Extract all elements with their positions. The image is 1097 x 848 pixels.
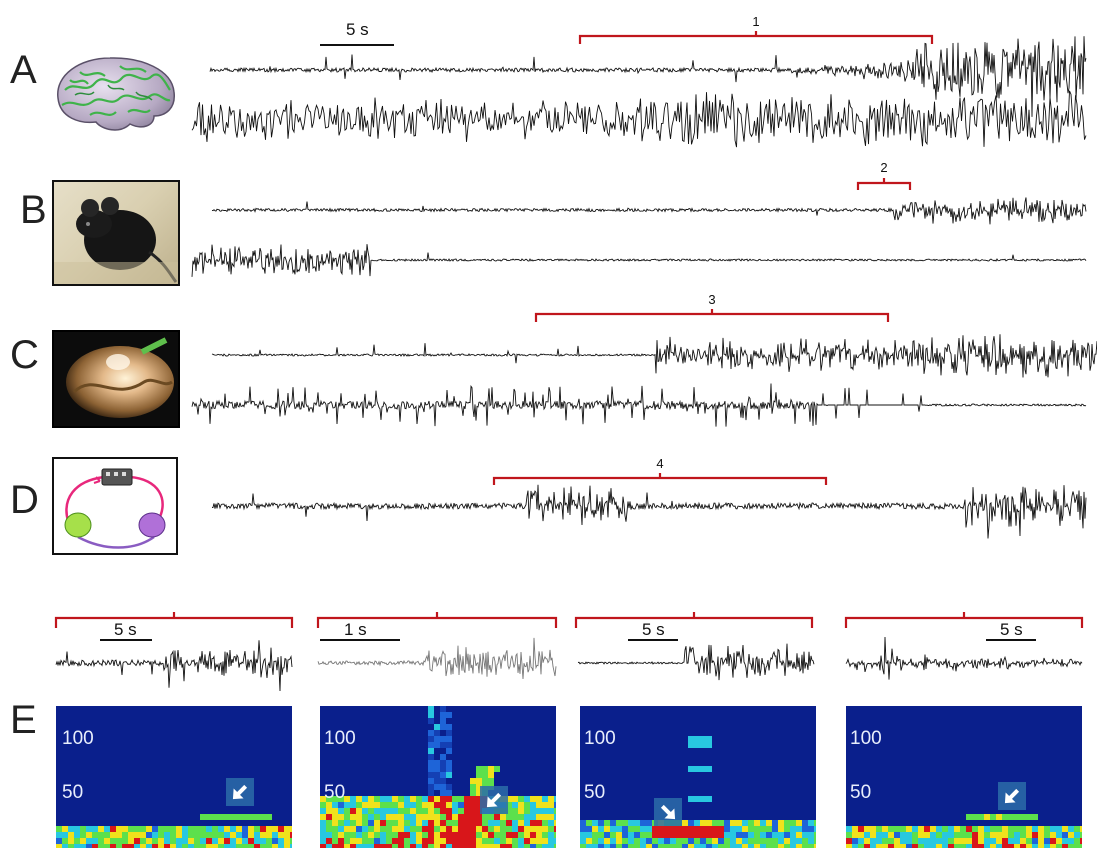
- trace-line: [211, 334, 1097, 378]
- trace-line: [211, 197, 1087, 225]
- panel-letter-b: B: [20, 188, 47, 232]
- bracket-3-number: 3: [708, 292, 716, 307]
- trace-line: [845, 636, 1083, 680]
- panel-letter-a: A: [10, 48, 37, 92]
- inset-4-scale-label: 5 s: [1000, 620, 1023, 639]
- pointer-arrow-icon: [480, 786, 508, 814]
- trace-line: [55, 640, 293, 692]
- scale-bar-line: [320, 44, 394, 46]
- panel-letter-e: E: [10, 698, 37, 742]
- spectrogram-1: 100 50: [56, 706, 292, 848]
- spectrogram-background: [846, 706, 1082, 848]
- trace-d: [211, 484, 1087, 539]
- spectrogram-4: 100 50: [846, 706, 1082, 848]
- trace-b-lower: [191, 244, 1087, 277]
- trace-b-upper: [211, 197, 1087, 225]
- inset-3-scale-bar: [628, 639, 678, 641]
- trace-c-lower: [191, 383, 1087, 427]
- trace-line: [211, 484, 1087, 539]
- spectrogram-4-label-100: 100: [850, 728, 882, 749]
- inset-2-scale-label: 1 s: [344, 620, 367, 639]
- trace-line: [191, 244, 1087, 277]
- mouse-photo: [52, 180, 180, 286]
- spectrogram-3: 100 50: [580, 706, 816, 848]
- inset-3-trace: [577, 643, 815, 681]
- spectrogram-1-label-50: 50: [62, 782, 84, 803]
- spectrogram-1-label-100: 100: [62, 728, 94, 749]
- brain-model-image: [57, 57, 175, 131]
- trace-a-lower: [191, 90, 1087, 148]
- pointer-arrow-icon: [654, 798, 682, 826]
- network-model-diagram: [52, 457, 178, 555]
- bracket-1-number: 1: [752, 14, 760, 29]
- panel-letter-c: C: [10, 333, 39, 377]
- inset-2-scale-bar: [320, 639, 400, 641]
- spectrogram-2-label-100: 100: [324, 728, 356, 749]
- scale-bar-label: 5 s: [346, 20, 369, 39]
- inset-1-scale-label: 5 s: [114, 620, 137, 639]
- inset-4-trace: [845, 636, 1083, 680]
- trace-a-upper: [209, 36, 1087, 117]
- panel-letter-d: D: [10, 478, 39, 522]
- trace-line: [577, 643, 815, 681]
- trace-line: [209, 36, 1087, 117]
- trace-line: [191, 90, 1087, 148]
- trace-c-upper: [211, 334, 1097, 378]
- spectrogram-2: 100 50: [320, 706, 556, 848]
- trace-line: [191, 383, 1087, 427]
- inset-4-scale-bar: [986, 639, 1036, 641]
- inset-2-trace: [317, 637, 557, 680]
- bracket-2-number: 2: [880, 160, 888, 175]
- inset-3-scale-label: 5 s: [642, 620, 665, 639]
- inset-1-trace: [55, 640, 293, 692]
- spectrogram-background: [56, 706, 292, 848]
- pointer-arrow-icon: [998, 782, 1026, 810]
- bracket-4-number: 4: [656, 456, 664, 471]
- slice-preparation-photo: [52, 330, 180, 428]
- spectrogram-3-label-50: 50: [584, 782, 606, 803]
- inset-1-scale-bar: [100, 639, 152, 641]
- trace-line: [317, 637, 557, 680]
- spectrogram-4-label-50: 50: [850, 782, 872, 803]
- spectrogram-3-label-100: 100: [584, 728, 616, 749]
- spectrogram-2-label-50: 50: [324, 782, 346, 803]
- pointer-arrow-icon: [226, 778, 254, 806]
